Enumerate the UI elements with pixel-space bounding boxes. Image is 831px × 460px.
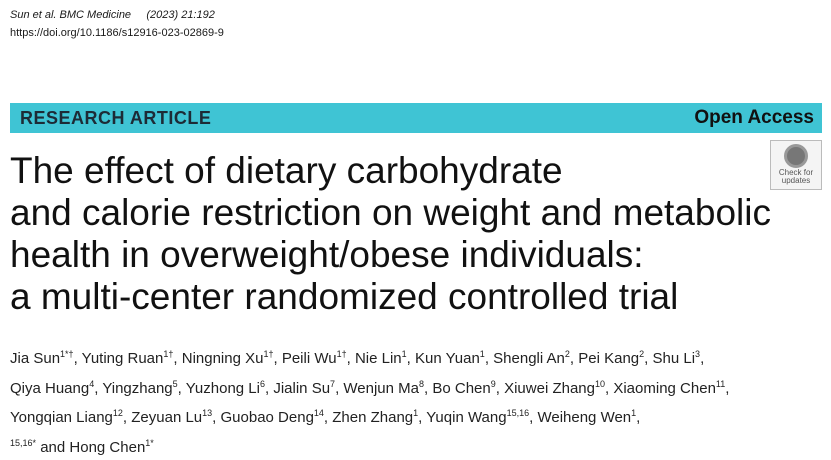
separator: , <box>347 350 351 367</box>
author-name: Shengli An <box>493 350 565 367</box>
open-access: Open Access <box>694 107 814 129</box>
author-name: Shu Li <box>653 350 696 367</box>
author-line: Jia Sun1*†, Yuting Ruan1†, Ningning Xu1†… <box>10 342 729 372</box>
author-name: Yuqin Wang <box>426 409 506 426</box>
page: Sun et al. BMC Medicine (2023) 21:192 ht… <box>0 0 831 442</box>
author-name: Yuting Ruan <box>82 350 164 367</box>
author-line: Qiya Huang4, Yingzhang5, Yuzhong Li6, Ji… <box>10 372 729 402</box>
affiliation: 15,16 <box>507 408 530 418</box>
title-line: and calorie restriction on weight and me… <box>10 192 771 234</box>
separator: , <box>570 350 574 367</box>
title-line: The effect of dietary carbohydrate <box>10 150 771 192</box>
separator: , <box>636 409 640 426</box>
affiliation: 1† <box>337 349 347 359</box>
author-name: Yongqian Liang <box>10 409 113 426</box>
author-name: Qiya Huang <box>10 380 89 397</box>
separator: , <box>324 409 328 426</box>
author-name: Kun Yuan <box>415 350 480 367</box>
separator: , <box>265 380 269 397</box>
author-name: Yuzhong Li <box>186 380 260 397</box>
title-line: health in overweight/obese individuals: <box>10 234 771 276</box>
separator: , <box>273 350 277 367</box>
citation-authors: Sun et al. BMC Medicine <box>10 9 131 21</box>
affiliation: 12 <box>113 408 123 418</box>
author-name: Xiuwei Zhang <box>504 380 595 397</box>
author-name: Weiheng Wen <box>537 409 631 426</box>
author-name: Guobao Deng <box>221 409 314 426</box>
separator: , <box>644 350 648 367</box>
author-name: Jia Sun <box>10 350 60 367</box>
separator: , <box>700 350 704 367</box>
separator: , <box>424 380 428 397</box>
author-name: Nie Lin <box>355 350 402 367</box>
affiliation: 1† <box>263 349 273 359</box>
author-name: Pei Kang <box>578 350 639 367</box>
author-line: 15,16* and Hong Chen1* <box>10 431 729 460</box>
affiliation: 10 <box>595 379 605 389</box>
affiliation: 15,16* <box>10 438 36 448</box>
separator: , <box>212 409 216 426</box>
badge-text: updates <box>771 177 821 185</box>
separator: , <box>335 380 339 397</box>
separator: , <box>418 409 422 426</box>
author-name: Ningning Xu <box>182 350 264 367</box>
author-name: Yingzhang <box>102 380 172 397</box>
doi[interactable]: https://doi.org/10.1186/s12916-023-02869… <box>10 27 224 39</box>
separator: , <box>725 380 729 397</box>
title-line: a multi-center randomized controlled tri… <box>10 276 771 318</box>
affiliation: 1* <box>145 438 154 448</box>
separator: , <box>496 380 500 397</box>
separator: , <box>529 409 533 426</box>
citation-issue: (2023) 21:192 <box>146 9 215 21</box>
separator: , <box>485 350 489 367</box>
affiliation: 1† <box>163 349 173 359</box>
banner: RESEARCH ARTICLE Open Access <box>10 103 822 133</box>
separator: , <box>605 380 609 397</box>
article-type: RESEARCH ARTICLE <box>20 108 211 129</box>
affiliation: 13 <box>202 408 212 418</box>
affiliation: 11 <box>716 379 725 389</box>
author-name: Bo Chen <box>432 380 490 397</box>
author-name: Wenjun Ma <box>343 380 419 397</box>
author-name: Zhen Zhang <box>332 409 413 426</box>
separator: , <box>123 409 127 426</box>
separator: , <box>94 380 98 397</box>
badge-icon <box>784 144 808 168</box>
separator: , <box>407 350 411 367</box>
author-line: Yongqian Liang12, Zeyuan Lu13, Guobao De… <box>10 401 729 431</box>
affiliation: 14 <box>314 408 324 418</box>
author-list: Jia Sun1*†, Yuting Ruan1†, Ningning Xu1†… <box>10 342 729 460</box>
author-name: and Hong Chen <box>40 439 145 456</box>
affiliation: 1*† <box>60 349 74 359</box>
author-name: Zeyuan Lu <box>131 409 202 426</box>
separator: , <box>74 350 78 367</box>
citation: Sun et al. BMC Medicine (2023) 21:192 <box>10 9 215 21</box>
author-name: Peili Wu <box>282 350 337 367</box>
author-name: Xiaoming Chen <box>613 380 716 397</box>
author-name: Jialin Su <box>273 380 330 397</box>
separator: , <box>173 350 177 367</box>
separator: , <box>178 380 182 397</box>
